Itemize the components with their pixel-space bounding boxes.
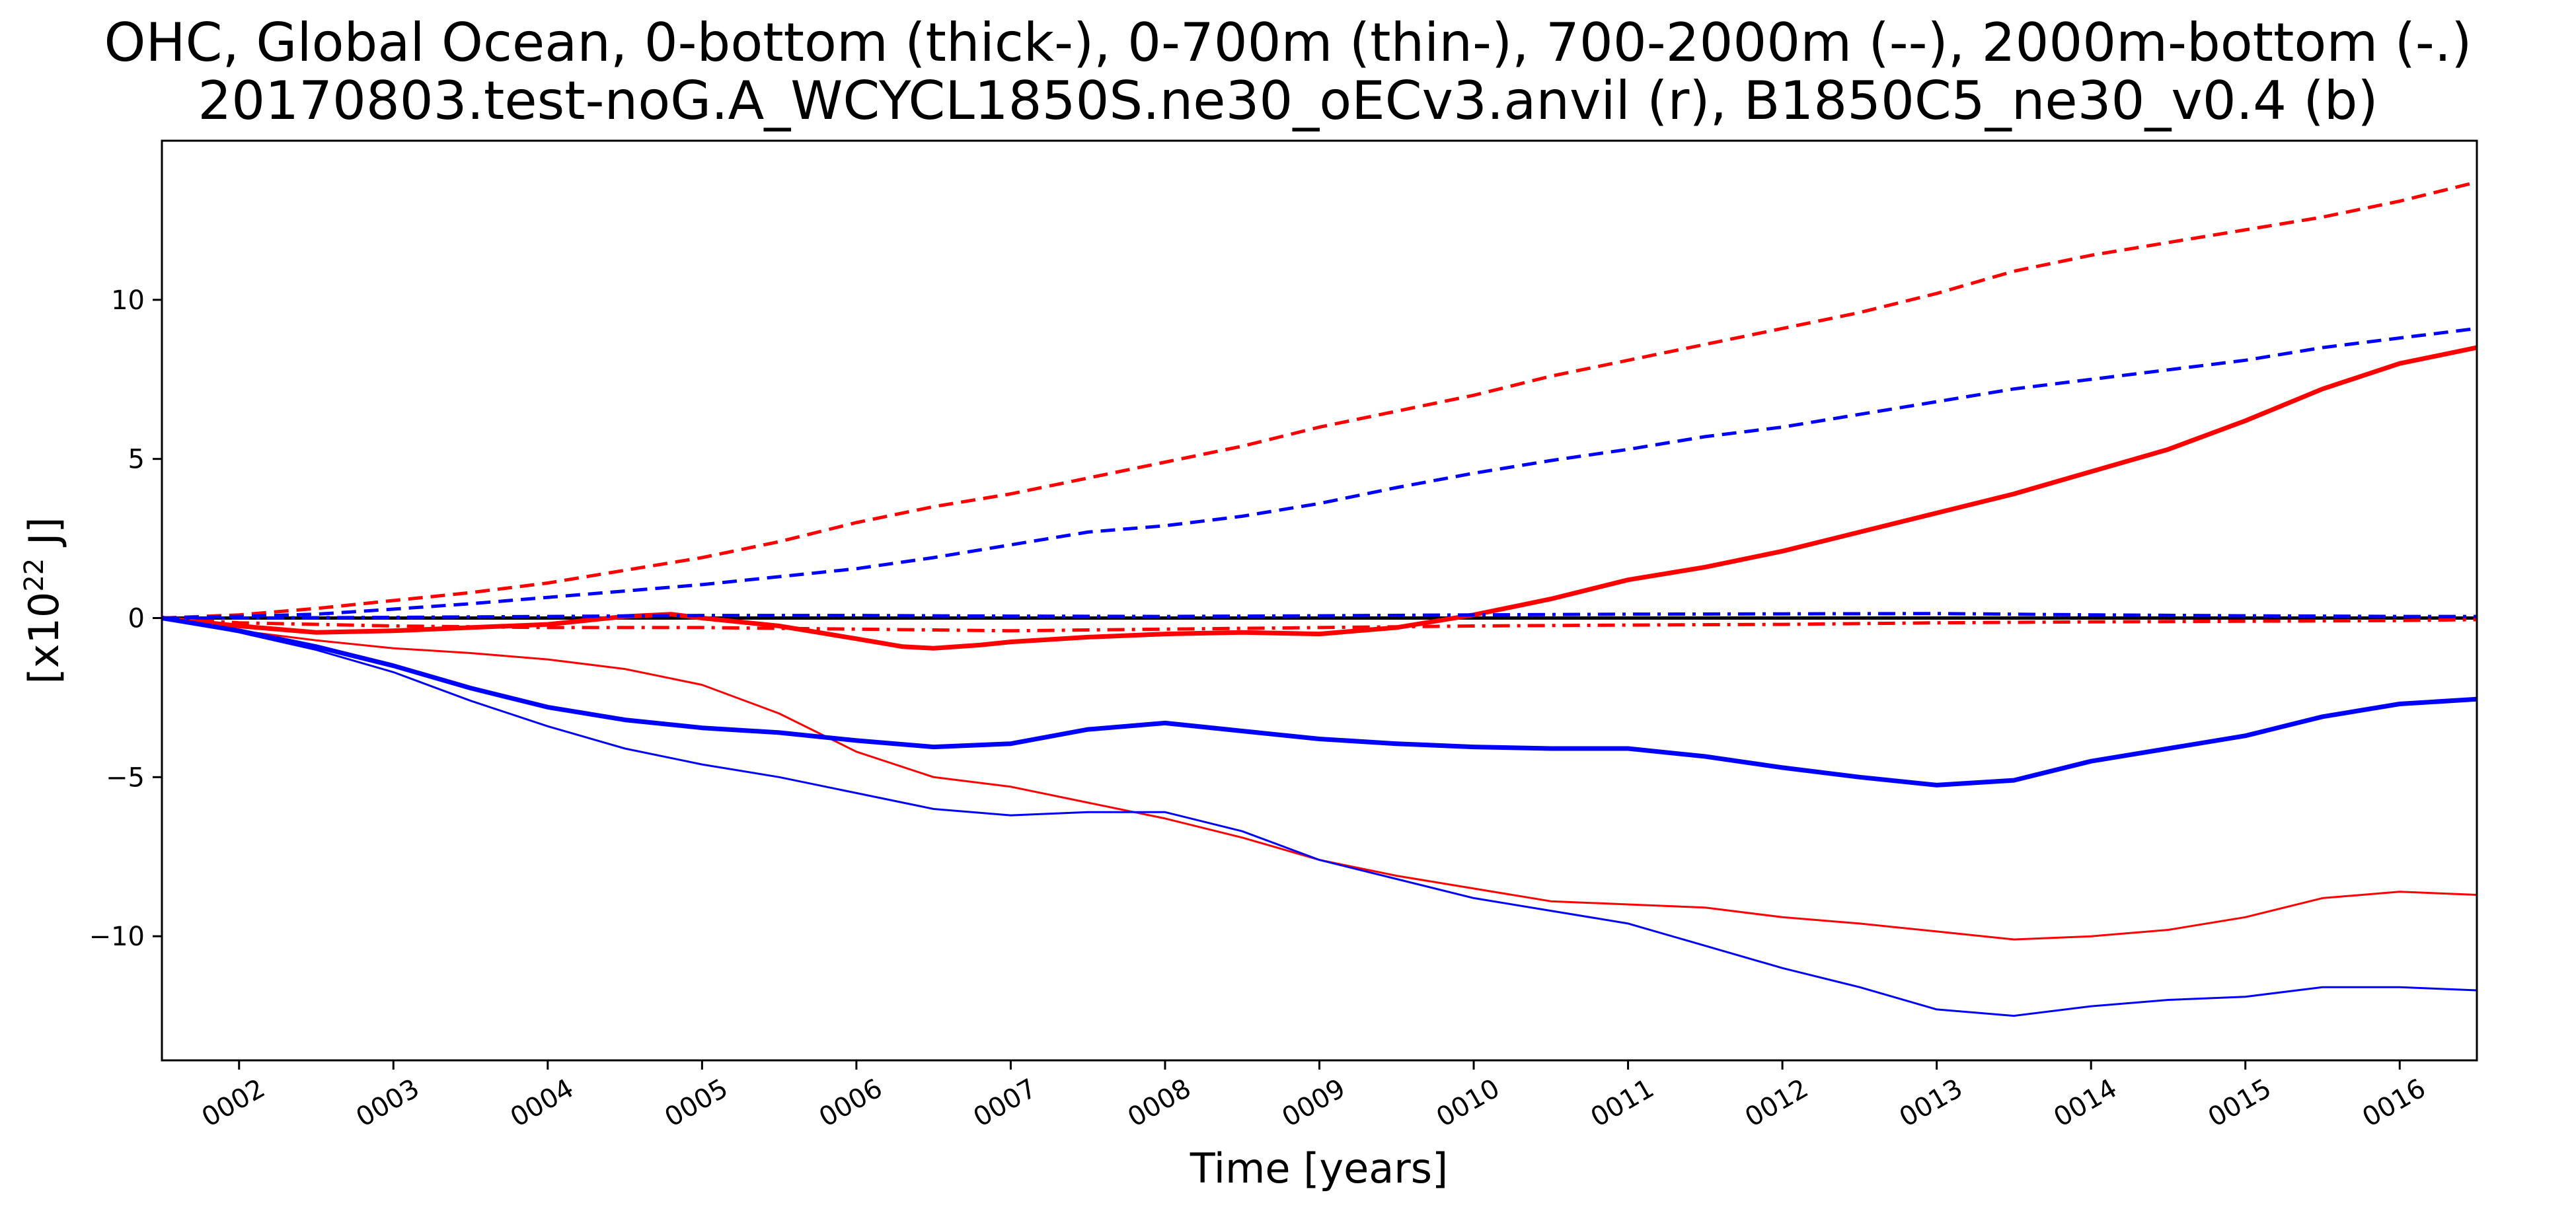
series-line-5 xyxy=(162,616,2477,788)
y-tick-label: 10 xyxy=(111,285,145,316)
y-tick-label: −10 xyxy=(89,922,145,952)
x-tick-label: 0010 xyxy=(1431,1073,1505,1133)
x-tick-label: 0015 xyxy=(2203,1073,2277,1133)
chart-title-line1: OHC, Global Ocean, 0-bottom (thick-), 0-… xyxy=(104,12,2472,73)
chart-title-line2: 20170803.test-noG.A_WCYCL1850S.ne30_oECv… xyxy=(198,70,2378,131)
x-tick-label: 0008 xyxy=(1123,1073,1196,1133)
series-line-6 xyxy=(162,617,2477,1017)
y-axis-label-unit: J] xyxy=(20,517,68,558)
plot-area xyxy=(161,139,2478,1062)
series-line-4 xyxy=(162,616,2477,633)
y-axis-label-base: [x10 xyxy=(20,592,68,684)
x-tick-label: 0014 xyxy=(2049,1073,2122,1133)
x-tick-label: 0011 xyxy=(1585,1073,1659,1133)
y-axis: −10 −5 0 5 10 xyxy=(89,285,162,952)
series-line-1 xyxy=(162,345,2477,651)
x-tick-label: 0013 xyxy=(1895,1073,1968,1133)
series-line-3 xyxy=(162,180,2477,620)
x-axis: 0002 0003 0004 0005 0006 0007 0008 0009 0010 0011… xyxy=(197,1060,2431,1133)
x-tick-label: 0003 xyxy=(351,1073,424,1133)
x-axis-label: Time [years] xyxy=(1190,1144,1448,1192)
y-tick-label: 5 xyxy=(128,445,145,475)
series-line-2 xyxy=(162,617,2477,941)
series-line-7 xyxy=(162,326,2477,620)
y-axis-label-exponent: 22 xyxy=(19,558,50,592)
x-tick-label: 0005 xyxy=(660,1073,733,1133)
x-tick-label: 0007 xyxy=(968,1073,1042,1133)
x-tick-label: 0016 xyxy=(2357,1073,2431,1133)
x-tick-label: 0004 xyxy=(506,1073,579,1133)
y-tick-label: −5 xyxy=(106,762,145,793)
y-tick-label: 0 xyxy=(128,603,145,634)
x-tick-label: 0006 xyxy=(814,1073,888,1133)
x-tick-label: 0012 xyxy=(1740,1073,1813,1133)
x-tick-label: 0009 xyxy=(1277,1073,1350,1133)
series-layer xyxy=(162,180,2477,1017)
x-tick-label: 0002 xyxy=(197,1073,270,1133)
series-line-8 xyxy=(162,612,2477,620)
y-axis-label: [x1022 J] xyxy=(19,517,68,684)
